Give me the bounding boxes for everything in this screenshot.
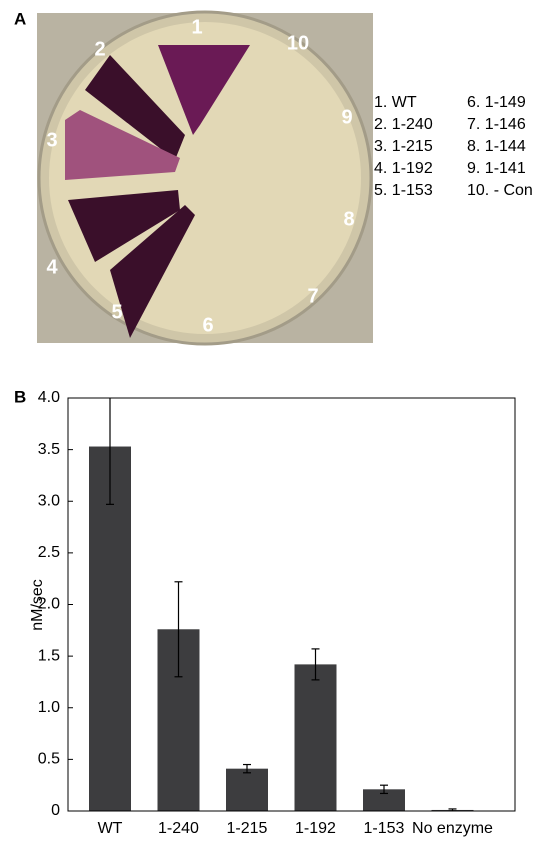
y-tick-label: 2.5 [38, 544, 60, 561]
error-bar [106, 398, 114, 505]
y-tick-label: 0 [51, 802, 60, 819]
y-tick-label: 3.0 [38, 492, 60, 509]
plate-key: 1. WT 2. 1-240 3. 1-215 4. 1-192 5. 1-153 6. … [374, 94, 533, 199]
plate-number: 3 [46, 129, 57, 151]
x-tick-label: No enzyme [412, 820, 493, 837]
key-entry: 5. 1-153 [374, 182, 433, 199]
error-bar [380, 784, 388, 795]
error-bar [243, 763, 251, 774]
key-entry: 6. 1-149 [467, 94, 526, 111]
key-entry: 4. 1-192 [374, 160, 433, 177]
key-entry: 8. 1-144 [467, 138, 526, 155]
error-bar [174, 581, 183, 678]
streaks [65, 45, 250, 338]
key-entry: 3. 1-215 [374, 138, 433, 155]
plate-labels: 1 2 3 4 5 6 7 8 9 10 [46, 16, 354, 336]
y-tick-label: 0.5 [38, 751, 60, 768]
bar [226, 768, 268, 811]
x-tick-label: 1-215 [227, 820, 268, 837]
y-tick-label: 2.0 [38, 596, 60, 613]
panel-label: B [14, 387, 26, 406]
x-tick-label: 1-192 [295, 820, 336, 837]
plate-number: 2 [94, 38, 105, 60]
plate-number: 10 [287, 32, 309, 54]
x-tick-label: 1-153 [364, 820, 405, 837]
y-tick-label: 4.0 [38, 389, 60, 406]
error-bar [311, 648, 320, 681]
key-entry: 1. WT [374, 94, 417, 111]
y-tick-label: 3.5 [38, 441, 60, 458]
key-entry: 10. - Con [467, 182, 533, 199]
plate-number: 4 [46, 256, 58, 278]
panel-label: A [14, 9, 26, 28]
plate-number: 6 [202, 314, 213, 336]
plate-number: 5 [111, 301, 122, 323]
bar [363, 789, 405, 811]
key-entry: 2. 1-240 [374, 116, 433, 133]
key-entry: 7. 1-146 [467, 116, 526, 133]
plot-frame [67, 397, 516, 812]
x-tick-label: WT [98, 820, 123, 837]
y-tick-label: 1.0 [38, 699, 60, 716]
plate-number: 8 [343, 208, 354, 230]
x-tick-label: 1-240 [158, 820, 199, 837]
bar-chart: 0 0.5 1.0 1.5 2.0 2.5 3.0 3.5 4.0 WT 1-240 1-215 1-1… [38, 389, 493, 837]
plate-number: 7 [307, 285, 318, 307]
key-entry: 9. 1-141 [467, 160, 526, 177]
y-axis-label: nM/sec [29, 579, 46, 631]
y-tick-label: 1.5 [38, 647, 60, 664]
plate-number: 9 [341, 106, 352, 128]
plate-number: 1 [191, 16, 202, 38]
bar [294, 664, 337, 811]
bar [89, 446, 131, 811]
